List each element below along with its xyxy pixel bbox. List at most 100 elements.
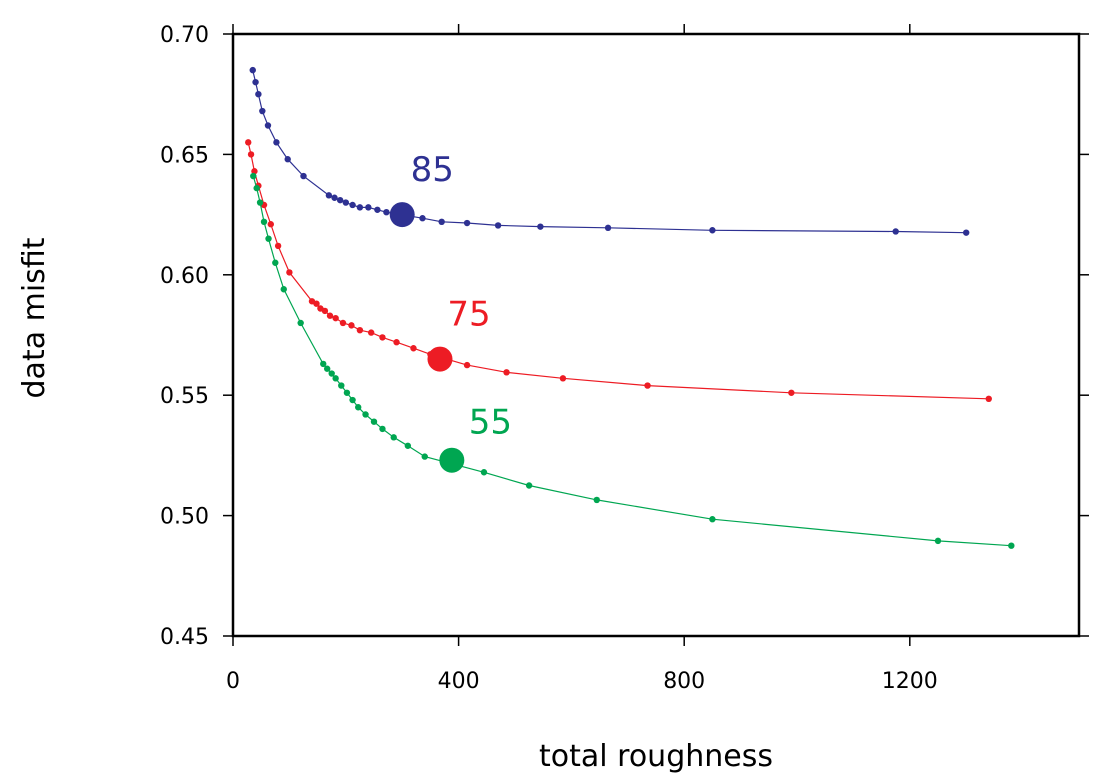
data-point — [260, 218, 268, 226]
plot-frame — [231, 32, 1081, 638]
data-point — [338, 382, 345, 389]
data-point — [503, 369, 510, 376]
y-axis-title: data misfit — [17, 237, 52, 398]
data-point — [272, 259, 279, 266]
data-point — [332, 314, 339, 322]
x-tick-label: 400 — [438, 669, 480, 694]
data-point — [709, 516, 716, 523]
data-point — [419, 215, 426, 222]
series-85 — [249, 66, 970, 236]
series-line-55 — [252, 175, 1012, 547]
data-point — [356, 204, 364, 211]
data-point — [339, 319, 347, 327]
data-point — [336, 196, 344, 204]
data-point — [383, 208, 390, 216]
series-annotation-85: 85 — [411, 150, 454, 190]
series-55 — [250, 172, 1015, 549]
data-point — [251, 168, 258, 175]
highlight-point-75 — [427, 346, 453, 372]
data-point — [274, 242, 282, 250]
series-layer — [245, 66, 1015, 549]
data-point — [267, 221, 274, 228]
data-point — [264, 122, 272, 129]
data-point — [313, 300, 320, 307]
data-point — [463, 361, 471, 369]
data-point — [325, 192, 333, 199]
data-point — [297, 319, 304, 327]
data-point — [537, 223, 544, 230]
data-point — [349, 201, 356, 209]
data-point — [320, 360, 327, 368]
series-annotation-55: 55 — [469, 403, 512, 443]
series-annotation-75: 75 — [447, 294, 490, 334]
data-point — [342, 199, 349, 206]
data-point — [480, 469, 488, 476]
data-point — [709, 227, 716, 234]
y-tick-label: 0.65 — [160, 143, 209, 168]
data-point — [374, 206, 381, 213]
data-point — [367, 329, 375, 336]
data-point — [963, 229, 970, 236]
data-point — [343, 389, 351, 396]
series-75 — [245, 139, 992, 403]
data-point — [390, 434, 397, 441]
data-point — [253, 184, 260, 192]
x-tick-label: 1200 — [882, 669, 938, 694]
y-tick-label: 0.50 — [160, 505, 209, 530]
data-point — [593, 496, 600, 504]
data-point — [300, 172, 307, 180]
data-point — [332, 375, 339, 382]
data-point — [355, 404, 362, 411]
data-point — [379, 334, 386, 341]
data-point — [280, 286, 287, 293]
y-tick-label: 0.70 — [160, 23, 209, 48]
data-point — [245, 139, 252, 146]
data-point — [644, 382, 651, 389]
data-point — [255, 91, 262, 98]
data-point — [348, 322, 355, 329]
data-point — [259, 107, 266, 115]
x-axis-title: total roughness — [539, 739, 773, 774]
data-point — [247, 151, 255, 158]
data-point — [286, 269, 293, 276]
data-point — [349, 396, 356, 404]
series-line-75 — [247, 142, 989, 400]
annotation-layer: 85 75 55 — [411, 150, 512, 443]
y-tick-label: 0.45 — [160, 625, 209, 650]
data-point — [323, 365, 331, 372]
data-point — [256, 199, 264, 206]
data-point — [379, 425, 386, 433]
data-point — [249, 66, 256, 74]
data-point — [438, 218, 445, 226]
data-point — [362, 411, 369, 418]
x-tick-label: 0 — [226, 669, 240, 694]
data-point — [892, 228, 899, 235]
data-point — [328, 370, 335, 377]
data-point — [934, 537, 942, 545]
data-point — [365, 204, 372, 211]
data-point — [404, 442, 412, 449]
data-point — [494, 222, 502, 229]
data-point — [273, 139, 280, 146]
data-point — [284, 156, 291, 163]
data-point — [331, 194, 338, 201]
data-point — [421, 453, 428, 460]
data-point — [604, 224, 612, 232]
data-point — [356, 326, 364, 334]
data-point — [321, 307, 329, 315]
x-tick-label: 800 — [663, 669, 705, 694]
data-point — [393, 339, 400, 346]
data-point — [788, 389, 795, 396]
y-tick-label: 0.55 — [160, 384, 209, 409]
data-point — [250, 172, 257, 180]
data-point — [985, 395, 992, 403]
data-point — [410, 345, 417, 352]
data-point — [326, 312, 334, 319]
highlight-point-55 — [439, 447, 465, 473]
y-tick-label: 0.60 — [160, 264, 209, 289]
data-point — [525, 482, 533, 489]
data-point — [559, 375, 567, 382]
data-point — [463, 219, 471, 227]
data-point — [252, 78, 259, 86]
